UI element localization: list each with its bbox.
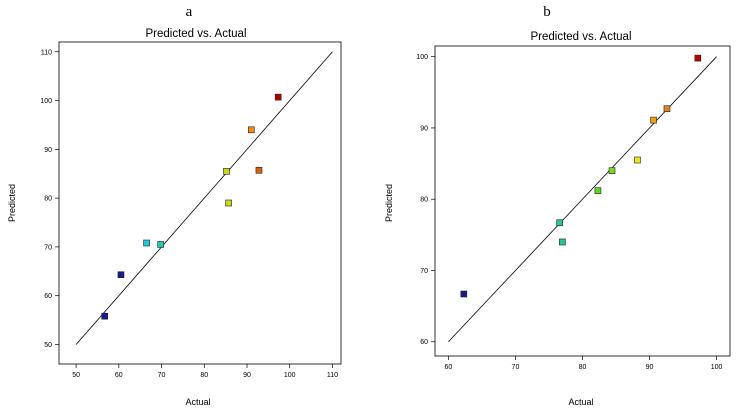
reference-line-a: [75, 51, 333, 345]
y-axis-label-a: Predicted: [7, 184, 17, 222]
x-tick-label-a-3: 80: [200, 372, 208, 379]
data-point-b-0: [460, 290, 468, 298]
ticks-a: 50 60 70 80 90 100 110 50 60 70 80 90 100 110: [40, 49, 338, 379]
panel-letter-a: a: [186, 4, 193, 20]
data-point-b-8: [694, 54, 702, 62]
x-tick-label-a-5: 100: [284, 372, 296, 379]
x-axis-label-b: Actual: [568, 397, 593, 407]
x-tick-label-a-4: 90: [243, 372, 251, 379]
x-tick-label-b-3: 90: [646, 364, 654, 371]
points-a: [101, 93, 282, 320]
panel-letter-b: b: [543, 4, 551, 20]
y-tick-label-a-2: 70: [44, 244, 52, 251]
x-tick-label-a-2: 70: [158, 372, 166, 379]
y-tick-label-b-4: 100: [416, 54, 428, 61]
plot-frame-a: [58, 41, 342, 365]
x-tick-label-a-1: 60: [115, 372, 123, 379]
data-point-b-6: [650, 116, 657, 124]
x-tick-label-a-0: 50: [72, 372, 80, 379]
reference-line-b: [448, 56, 717, 343]
points-b: [460, 54, 702, 298]
data-point-a-0: [101, 312, 109, 320]
y-tick-label-b-0: 60: [420, 339, 428, 346]
ticks-b: 60 70 80 90 100 60 70 80 90 100: [416, 54, 722, 371]
data-point-a-4: [223, 167, 230, 175]
data-point-a-8: [274, 93, 282, 101]
chart-title-a: Predicted vs. Actual: [146, 28, 247, 40]
x-tick-label-a-6: 110: [327, 372, 338, 379]
y-tick-label-a-3: 80: [44, 196, 52, 203]
data-point-a-1: [117, 271, 125, 279]
data-point-a-2: [143, 239, 150, 247]
data-point-a-6: [247, 126, 255, 134]
x-tick-label-b-1: 70: [512, 364, 520, 371]
data-point-b-1: [556, 219, 564, 227]
x-tick-label-b-4: 100: [711, 364, 723, 371]
data-point-a-7: [255, 167, 263, 174]
y-tick-label-a-5: 100: [40, 98, 52, 105]
x-axis-label-a: Actual: [185, 397, 210, 407]
panel-a: a Predicted vs. Actual 50 60 70 80 90 100 1105…: [7, 4, 342, 407]
data-point-b-3: [594, 187, 602, 194]
y-axis-label-b: Predicted: [384, 184, 394, 222]
y-tick-label-a-1: 60: [44, 293, 52, 300]
y-tick-label-b-3: 90: [420, 125, 428, 132]
chart-title-b: Predicted vs. Actual: [531, 31, 632, 43]
data-point-a-3: [157, 241, 164, 248]
y-tick-label-a-0: 50: [44, 342, 52, 349]
data-point-b-7: [663, 105, 671, 113]
panel-b: b Predicted vs. Actual 60 70 80 90 100 60 70 80…: [384, 4, 731, 407]
x-tick-label-b-0: 60: [445, 364, 453, 371]
y-tick-label-b-2: 80: [420, 197, 428, 204]
x-tick-label-b-2: 80: [579, 364, 587, 371]
data-point-b-5: [634, 156, 641, 164]
y-tick-label-a-4: 90: [44, 147, 52, 154]
y-tick-label-a-6: 110: [41, 49, 52, 56]
data-point-b-4: [608, 167, 616, 175]
data-point-b-2: [559, 238, 566, 246]
y-tick-label-b-1: 70: [420, 268, 428, 275]
data-point-a-5: [225, 199, 232, 207]
